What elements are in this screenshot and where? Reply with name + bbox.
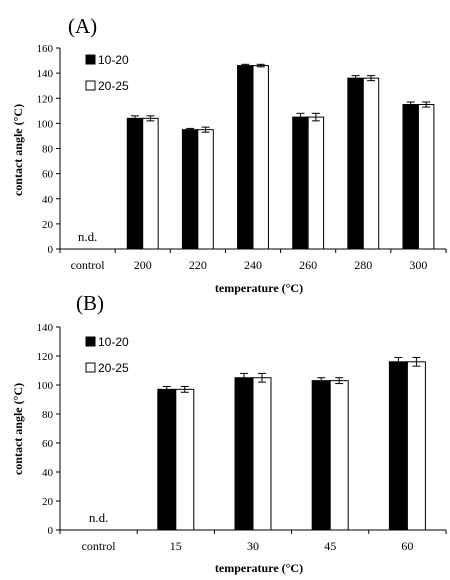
error-bars <box>162 356 421 393</box>
y-tick-label: 0 <box>48 244 54 256</box>
y-tick-label: 60 <box>42 438 54 450</box>
x-tick-label: 30 <box>247 539 259 553</box>
x-axis-label: temperature (°C) <box>215 281 303 295</box>
bar-20-25 <box>252 377 272 531</box>
annotation-nd: n.d. <box>78 229 98 244</box>
y-tick-label: 40 <box>42 194 54 206</box>
bar-10-20 <box>292 116 309 250</box>
legend-label: 20-25 <box>98 361 129 375</box>
chart-panel-b: (B) contact angle (°C) temperature (°C) … <box>11 291 447 575</box>
x-tick-label: 240 <box>244 258 262 272</box>
y-tick-label: 140 <box>37 68 54 80</box>
y-tick-label: 60 <box>42 169 54 181</box>
x-ticks: control 200 220 240 260 280 300 <box>59 249 447 272</box>
bar-20-25 <box>252 65 269 250</box>
bar-20-25 <box>307 116 325 250</box>
bar-10-20 <box>311 380 331 531</box>
x-tick-label: control <box>71 258 106 272</box>
y-tick-label: 120 <box>37 93 54 105</box>
annotations: n.d. <box>89 510 109 525</box>
x-tick-label: 280 <box>354 258 372 272</box>
y-tick-label: 100 <box>37 380 54 392</box>
error-bars <box>130 63 431 133</box>
legend-label: 10-20 <box>98 335 129 349</box>
bar-10-20 <box>402 104 419 250</box>
bar-10-20 <box>388 361 408 531</box>
bar-10-20 <box>237 65 254 250</box>
legend-swatch <box>85 336 96 347</box>
bars <box>157 361 426 531</box>
bar-10-20 <box>126 117 144 250</box>
bar-20-25 <box>329 380 349 531</box>
y-tick-label: 80 <box>42 144 54 156</box>
bar-20-25 <box>197 129 214 250</box>
chart-panel-a: (A) contact angle (°C) temperature (°C) … <box>11 14 447 295</box>
bar-10-20 <box>181 129 199 250</box>
legend-swatch <box>85 80 96 91</box>
y-axis-label: contact angle (°C) <box>11 383 25 475</box>
bar-20-25 <box>362 77 380 250</box>
y-tick-label: 80 <box>42 409 54 421</box>
legend-label: 20-25 <box>98 79 129 93</box>
x-axis-label: temperature (°C) <box>215 561 303 575</box>
x-tick-label: 60 <box>401 539 413 553</box>
annotation-nd: n.d. <box>89 510 109 525</box>
bar-20-25 <box>406 361 426 531</box>
y-tick-label: 100 <box>37 118 54 130</box>
legend-label: 10-20 <box>98 53 129 67</box>
bar-10-20 <box>157 388 177 531</box>
panel-label: (B) <box>76 291 104 315</box>
annotations: n.d. <box>78 229 98 244</box>
y-tick-label: 160 <box>37 43 54 55</box>
legend-swatch <box>85 54 96 65</box>
y-tick-label: 140 <box>37 322 54 334</box>
x-ticks: control 15 30 45 60 <box>59 530 447 553</box>
x-tick-label: 260 <box>299 258 317 272</box>
x-tick-label: 45 <box>324 539 336 553</box>
bar-10-20 <box>234 377 254 531</box>
y-axis-label: contact angle (°C) <box>11 104 25 196</box>
bar-20-25 <box>175 388 195 531</box>
x-tick-label: 300 <box>409 258 427 272</box>
x-tick-label: 200 <box>134 258 152 272</box>
y-tick-label: 20 <box>42 219 54 231</box>
bars <box>126 65 435 250</box>
y-tick-label: 0 <box>48 525 54 537</box>
legend: 10-20 20-25 <box>85 335 129 375</box>
bar-20-25 <box>417 104 435 250</box>
x-tick-label: 220 <box>189 258 207 272</box>
bar-20-25 <box>142 117 159 250</box>
y-ticks: 0 20 40 60 80 100 120 140 <box>37 322 60 537</box>
legend: 10-20 20-25 <box>85 53 129 93</box>
legend-swatch <box>85 362 96 373</box>
y-tick-label: 40 <box>42 467 54 479</box>
y-tick-label: 20 <box>42 496 54 508</box>
y-ticks: 0 20 40 60 80 100 120 140 160 <box>37 43 60 256</box>
x-tick-label: 15 <box>170 539 182 553</box>
bar-10-20 <box>347 77 364 250</box>
y-tick-label: 120 <box>37 351 54 363</box>
x-tick-label: control <box>82 539 117 553</box>
panel-label: (A) <box>68 14 97 38</box>
